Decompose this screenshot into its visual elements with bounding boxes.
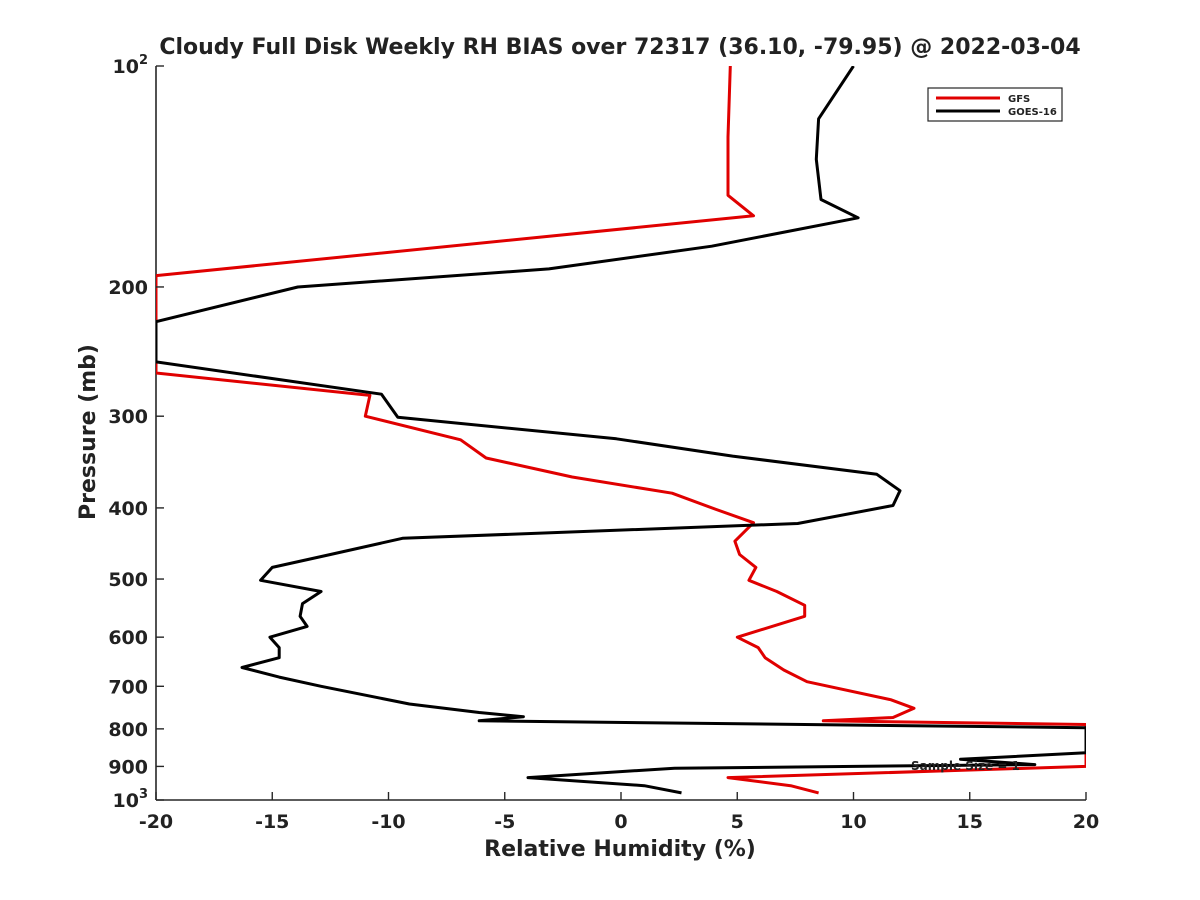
y-tick-label: 400 [108, 498, 148, 520]
y-tick-label: 200 [108, 277, 148, 299]
legend: GFS GOES-16 [927, 87, 1063, 122]
y-tick-label: 700 [108, 676, 148, 698]
y-tick-label: 300 [108, 406, 148, 428]
legend-box [927, 87, 1063, 122]
y-tick-label: 103 [113, 787, 149, 812]
y-tick-label: 900 [108, 756, 148, 778]
x-tick-label: 15 [957, 811, 983, 833]
chart-title: Cloudy Full Disk Weekly RH BIAS over 723… [159, 35, 1080, 60]
y-tick-label: 800 [108, 719, 148, 741]
x-tick-label: -20 [139, 811, 173, 833]
axis-ticks: -20 -15 -10 -5 0 5 10 15 20 102 200 300 400 500 600 700… [108, 53, 1099, 833]
y-tick-label: 500 [108, 569, 148, 591]
x-tick-label: 5 [731, 811, 744, 833]
plot-area [155, 66, 1086, 801]
series-line-goes-16 [156, 66, 1086, 795]
series-line-gfs [156, 66, 1086, 795]
y-tick-label: 600 [108, 627, 148, 649]
legend-label: GOES-16 [1008, 107, 1057, 118]
x-tick-label: 0 [614, 811, 627, 833]
x-tick-label: -5 [494, 811, 515, 833]
x-tick-label: 20 [1073, 811, 1099, 833]
sample-size-annotation: Sample Size = 1 [911, 759, 1020, 773]
x-axis-label: Relative Humidity (%) [484, 837, 756, 862]
legend-label: GFS [1008, 94, 1030, 105]
x-tick-label: -10 [371, 811, 405, 833]
y-axis-label: Pressure (mb) [76, 344, 101, 520]
x-tick-label: -15 [255, 811, 289, 833]
x-tick-label: 10 [840, 811, 866, 833]
y-tick-label: 102 [113, 53, 149, 78]
